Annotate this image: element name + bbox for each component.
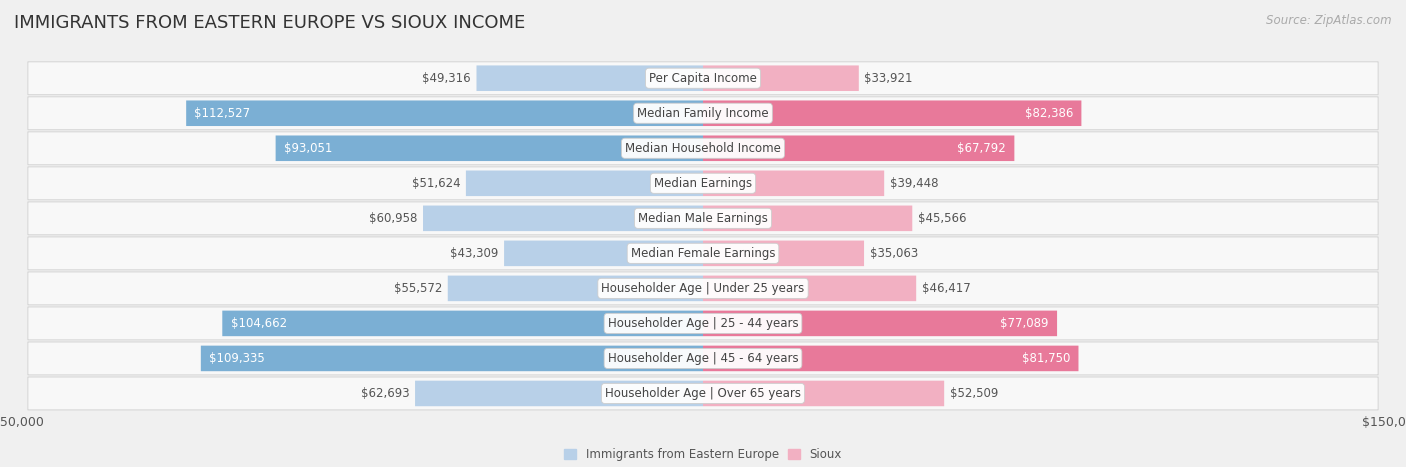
FancyBboxPatch shape: [28, 167, 1378, 200]
Text: $81,750: $81,750: [1022, 352, 1070, 365]
Text: Householder Age | Under 25 years: Householder Age | Under 25 years: [602, 282, 804, 295]
FancyBboxPatch shape: [28, 377, 1378, 410]
FancyBboxPatch shape: [477, 65, 703, 91]
FancyBboxPatch shape: [415, 381, 703, 406]
Text: $82,386: $82,386: [1025, 107, 1073, 120]
Text: Median Family Income: Median Family Income: [637, 107, 769, 120]
FancyBboxPatch shape: [276, 135, 703, 161]
FancyBboxPatch shape: [703, 381, 945, 406]
Legend: Immigrants from Eastern Europe, Sioux: Immigrants from Eastern Europe, Sioux: [564, 448, 842, 461]
FancyBboxPatch shape: [703, 170, 884, 196]
FancyBboxPatch shape: [703, 135, 1014, 161]
FancyBboxPatch shape: [186, 100, 703, 126]
FancyBboxPatch shape: [28, 237, 1378, 270]
FancyBboxPatch shape: [703, 65, 859, 91]
FancyBboxPatch shape: [703, 241, 865, 266]
Text: $46,417: $46,417: [922, 282, 970, 295]
FancyBboxPatch shape: [703, 346, 1078, 371]
Text: Householder Age | 25 - 44 years: Householder Age | 25 - 44 years: [607, 317, 799, 330]
FancyBboxPatch shape: [28, 202, 1378, 235]
FancyBboxPatch shape: [28, 272, 1378, 305]
Text: $109,335: $109,335: [209, 352, 264, 365]
Text: $67,792: $67,792: [957, 142, 1007, 155]
Text: $52,509: $52,509: [949, 387, 998, 400]
FancyBboxPatch shape: [447, 276, 703, 301]
FancyBboxPatch shape: [703, 276, 917, 301]
Text: Median Earnings: Median Earnings: [654, 177, 752, 190]
Text: $55,572: $55,572: [394, 282, 443, 295]
FancyBboxPatch shape: [201, 346, 703, 371]
FancyBboxPatch shape: [703, 100, 1081, 126]
Text: Source: ZipAtlas.com: Source: ZipAtlas.com: [1267, 14, 1392, 27]
Text: Householder Age | 45 - 64 years: Householder Age | 45 - 64 years: [607, 352, 799, 365]
Text: $112,527: $112,527: [194, 107, 250, 120]
FancyBboxPatch shape: [28, 342, 1378, 375]
Text: $77,089: $77,089: [1000, 317, 1049, 330]
Text: Householder Age | Over 65 years: Householder Age | Over 65 years: [605, 387, 801, 400]
Text: Median Male Earnings: Median Male Earnings: [638, 212, 768, 225]
Text: $43,309: $43,309: [450, 247, 499, 260]
FancyBboxPatch shape: [28, 132, 1378, 165]
Text: $104,662: $104,662: [231, 317, 287, 330]
FancyBboxPatch shape: [703, 205, 912, 231]
Text: $39,448: $39,448: [890, 177, 938, 190]
FancyBboxPatch shape: [703, 311, 1057, 336]
Text: $62,693: $62,693: [361, 387, 409, 400]
Text: $45,566: $45,566: [918, 212, 966, 225]
Text: $33,921: $33,921: [865, 72, 912, 85]
Text: $35,063: $35,063: [869, 247, 918, 260]
Text: $93,051: $93,051: [284, 142, 332, 155]
FancyBboxPatch shape: [28, 97, 1378, 130]
Text: $51,624: $51,624: [412, 177, 460, 190]
Text: $49,316: $49,316: [422, 72, 471, 85]
Text: Per Capita Income: Per Capita Income: [650, 72, 756, 85]
Text: IMMIGRANTS FROM EASTERN EUROPE VS SIOUX INCOME: IMMIGRANTS FROM EASTERN EUROPE VS SIOUX …: [14, 14, 526, 32]
Text: Median Household Income: Median Household Income: [626, 142, 780, 155]
FancyBboxPatch shape: [423, 205, 703, 231]
FancyBboxPatch shape: [222, 311, 703, 336]
FancyBboxPatch shape: [465, 170, 703, 196]
Text: $60,958: $60,958: [370, 212, 418, 225]
FancyBboxPatch shape: [28, 62, 1378, 95]
FancyBboxPatch shape: [505, 241, 703, 266]
Text: Median Female Earnings: Median Female Earnings: [631, 247, 775, 260]
FancyBboxPatch shape: [28, 307, 1378, 340]
